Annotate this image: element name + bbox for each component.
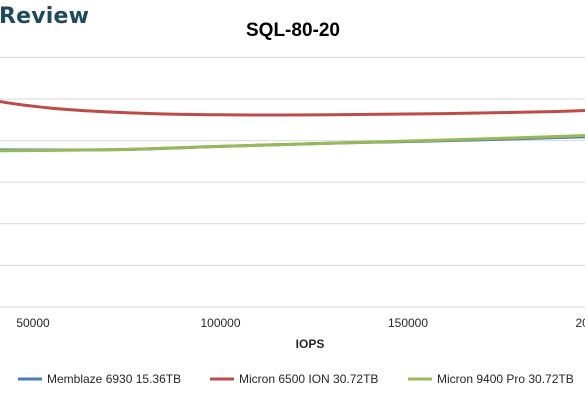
- series-line-2: [0, 99, 585, 117]
- series-line-3: [0, 134, 585, 153]
- chart-title: SQL-80-20: [246, 20, 340, 41]
- x-tick-label: 150000: [388, 316, 428, 330]
- x-axis-title: IOPS: [296, 337, 325, 351]
- x-tick-label: 100000: [200, 316, 240, 330]
- legend-label: Memblaze 6930 15.36TB: [47, 372, 181, 386]
- x-tick-label: 50000: [16, 316, 50, 330]
- series-lines: [0, 99, 585, 153]
- legend-label: Micron 6500 ION 30.72TB: [239, 372, 378, 386]
- gridlines: [0, 56, 585, 266]
- legend-label: Micron 9400 Pro 30.72TB: [437, 372, 574, 386]
- brand-logo-text: Review: [0, 4, 90, 29]
- legend: Memblaze 6930 15.36TB Micron 6500 ION 30.…: [18, 372, 574, 386]
- x-axis-tick-labels: 5000010000015000020000025000030000035000…: [16, 316, 585, 330]
- x-tick-label: 200000: [575, 316, 585, 330]
